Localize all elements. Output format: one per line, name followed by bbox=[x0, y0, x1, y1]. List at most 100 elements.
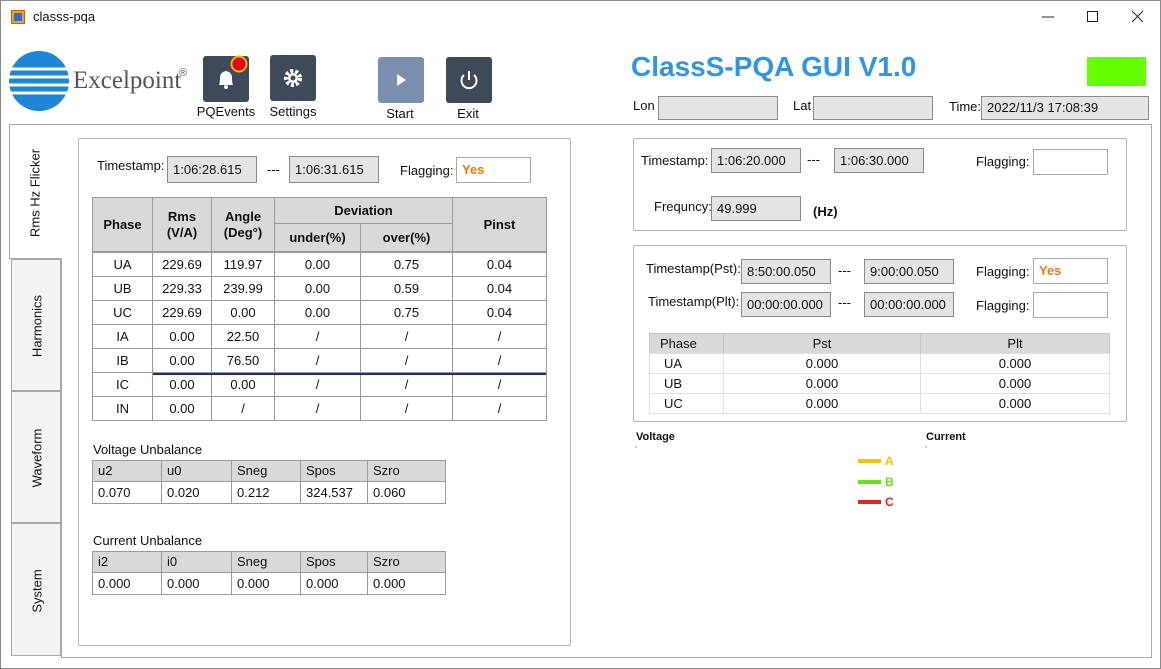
table-cell: / bbox=[452, 324, 547, 349]
flicker-cell: 0.000 bbox=[920, 373, 1110, 394]
table-header: over(%) bbox=[360, 223, 453, 252]
timestamp-start: 1:06:28.615 bbox=[167, 156, 257, 183]
table-cell: IC bbox=[92, 372, 153, 397]
table-cell: / bbox=[274, 372, 361, 397]
unbalance-value: 0.212 bbox=[231, 481, 301, 504]
timestamp-start: 1:06:20.000 bbox=[711, 148, 801, 173]
window-controls[interactable] bbox=[1031, 5, 1156, 29]
tab[interactable]: Rms Hz Flicker bbox=[9, 124, 62, 259]
cell-text: / bbox=[404, 376, 409, 392]
cell-text: (Deg°) bbox=[223, 224, 263, 240]
exit-button[interactable] bbox=[446, 57, 492, 103]
frequency-panel bbox=[633, 138, 1127, 231]
cell-text: UC bbox=[113, 304, 132, 320]
cell-text: Szro bbox=[373, 463, 400, 478]
plt-label: Timestamp(Plt): bbox=[648, 294, 740, 309]
table-cell: 0.00 bbox=[152, 372, 212, 397]
flicker-cell: UA bbox=[649, 353, 724, 374]
button-label: PQEvents bbox=[196, 104, 256, 119]
table-cell: / bbox=[360, 348, 453, 373]
cell-text: Pinst bbox=[483, 216, 516, 232]
unbalance-value: 0.060 bbox=[367, 481, 446, 504]
flicker-cell: 0.000 bbox=[723, 373, 921, 394]
cell-text: under(%) bbox=[289, 229, 346, 245]
cell-text: 0.04 bbox=[486, 256, 513, 272]
pst-start: 8:50:00.050 bbox=[741, 259, 831, 284]
cell-text: 0.000 bbox=[237, 575, 270, 591]
cell-text: 0.59 bbox=[393, 280, 420, 296]
frequency-unit: (Hz) bbox=[813, 204, 838, 219]
cell-text: 0.00 bbox=[230, 376, 256, 392]
cell-text: Rms bbox=[167, 208, 197, 224]
cell-text: 0.00 bbox=[169, 328, 195, 344]
unbalance-header: i2 bbox=[92, 551, 162, 573]
table-cell: / bbox=[274, 348, 361, 373]
table-cell: IB bbox=[92, 348, 153, 373]
tab[interactable]: Harmonics bbox=[11, 259, 61, 391]
cell-text: IC bbox=[116, 376, 129, 392]
unbalance-value: 0.000 bbox=[300, 572, 368, 595]
bell-icon bbox=[219, 71, 233, 89]
cell-text: 0.75 bbox=[393, 304, 420, 320]
flicker-cell: 0.000 bbox=[920, 393, 1110, 414]
alert-dot bbox=[230, 55, 248, 73]
timestamp-label: Timestamp: bbox=[97, 158, 165, 173]
flicker-cell: UC bbox=[649, 393, 724, 414]
cell-text: IN bbox=[116, 400, 129, 416]
unbalance-value: 324.537 bbox=[300, 481, 368, 504]
plt-start: 00:00:00.000 bbox=[741, 292, 831, 317]
table-cell: / bbox=[360, 324, 453, 349]
tab[interactable]: System bbox=[11, 523, 61, 656]
button-label: Start bbox=[386, 106, 414, 121]
tab-label: Harmonics bbox=[29, 294, 45, 358]
app-icon bbox=[11, 10, 25, 24]
table-cell: 0.00 bbox=[274, 276, 361, 301]
unbalance-header: Spos bbox=[300, 460, 368, 482]
flagging-label: Flagging: bbox=[976, 264, 1030, 279]
tab-label: System bbox=[29, 568, 45, 613]
unbalance-header: Szro bbox=[367, 460, 446, 482]
cell-text: 0.060 bbox=[373, 484, 406, 500]
cell-text: 239.99 bbox=[223, 280, 263, 296]
pst-label: Timestamp(Pst): bbox=[646, 261, 741, 276]
row-highlight bbox=[153, 373, 546, 375]
flicker-cell: 0.000 bbox=[723, 393, 921, 414]
table-cell: IA bbox=[92, 324, 153, 349]
legend-swatch bbox=[858, 459, 881, 463]
unbalance-header: Szro bbox=[367, 551, 446, 573]
timestamp-end: 1:06:30.000 bbox=[834, 148, 924, 173]
legend-label: C bbox=[885, 495, 894, 509]
table-header: Phase bbox=[92, 197, 153, 252]
unbalance-header: i0 bbox=[161, 551, 232, 573]
cell-text: Phase bbox=[660, 335, 697, 351]
tab-label: Waveform bbox=[29, 428, 45, 488]
cell-text: Szro bbox=[373, 554, 400, 569]
play-icon bbox=[397, 74, 406, 86]
cell-text: UA bbox=[664, 355, 683, 371]
start-button[interactable] bbox=[378, 57, 424, 103]
cell-text: 229.69 bbox=[162, 304, 202, 320]
tab[interactable]: Waveform bbox=[11, 391, 61, 523]
cell-text: Sneg bbox=[237, 463, 268, 478]
cell-text: / bbox=[315, 352, 320, 368]
flicker-panel bbox=[633, 245, 1127, 422]
table-cell: 0.00 bbox=[152, 348, 212, 373]
cell-text: 22.50 bbox=[226, 328, 260, 344]
separator: --- bbox=[838, 295, 851, 310]
flagging-field: Yes bbox=[1033, 258, 1108, 284]
power-icon bbox=[460, 71, 478, 90]
cell-text: / bbox=[315, 376, 320, 392]
table-cell: / bbox=[360, 396, 453, 421]
polar-chart: 0.00.20.50.81.090180270 bbox=[635, 446, 637, 448]
settings-button[interactable] bbox=[270, 55, 316, 101]
table-cell: 229.69 bbox=[152, 300, 212, 325]
table-cell: / bbox=[274, 396, 361, 421]
section-title: Voltage Unbalance bbox=[93, 442, 203, 457]
cell-text: i2 bbox=[98, 554, 109, 569]
cell-text: 229.33 bbox=[162, 280, 202, 296]
cell-text: 0.00 bbox=[169, 376, 195, 392]
flagging-label: Flagging: bbox=[976, 154, 1030, 169]
cell-text: / bbox=[241, 400, 245, 416]
table-cell: 0.00 bbox=[211, 300, 275, 325]
